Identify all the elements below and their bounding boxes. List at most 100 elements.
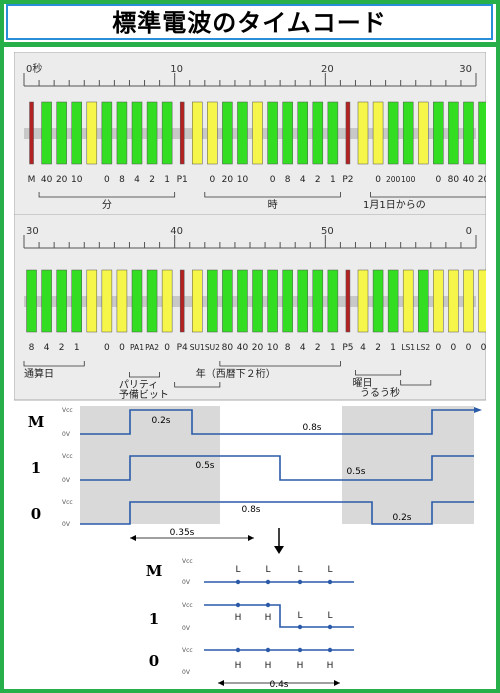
timeline-top-ruler: 0秒 10 20 30: [23, 62, 477, 87]
sample-point: [235, 647, 241, 653]
group-label: 分: [102, 199, 112, 211]
sample-level: H: [235, 613, 242, 623]
bit-label: 4: [134, 175, 140, 185]
timeline-bottom-bits: 8 4 2 1 0 0 PA1 PA2 0 P4 SU1 SU2 80 40 20 10 8 4 2 1 P5 4 2 1 LS…: [24, 269, 486, 353]
bit-data: [237, 101, 248, 165]
bit-label: 10: [71, 175, 83, 185]
bit-data: [312, 101, 324, 165]
sample-point: [235, 602, 241, 608]
group-bracket: [204, 192, 341, 198]
group-bracket: [400, 380, 432, 386]
bit-data: [252, 269, 263, 333]
bit-label: PA1: [130, 343, 144, 352]
ruler-label: 50: [321, 226, 334, 237]
duration-m-low: 0.8s: [302, 423, 321, 433]
sample-vcc-1: Vcc: [182, 602, 193, 609]
group-bracket: [219, 361, 341, 367]
bit-label: 1: [330, 175, 336, 185]
sample-level: H: [265, 661, 272, 671]
group-bracket: [174, 382, 221, 388]
group-label: 1月1日からの: [363, 199, 426, 211]
sample-level: L: [235, 565, 240, 575]
bit-fixed: [372, 101, 384, 165]
bit-data: [41, 269, 52, 333]
bit-marker: [345, 269, 351, 333]
zero-v-label-0: 0V: [62, 521, 71, 528]
bit-label: 100: [401, 175, 416, 184]
bit-label: 4: [300, 343, 306, 353]
bit-label: P5: [342, 343, 353, 353]
vcc-label-m: Vcc: [62, 407, 73, 414]
sample-vcc-0: Vcc: [182, 647, 193, 654]
bit-data: [448, 101, 459, 165]
sample-0v-1: 0V: [182, 625, 191, 632]
sample-point: [235, 579, 241, 585]
bit-data: [71, 269, 82, 333]
bit-data: [372, 269, 384, 333]
timeline-top-bits: M40201008421P10201008421P202001000804020…: [24, 101, 486, 185]
bit-data: [116, 101, 128, 165]
bit-fixed: [86, 269, 98, 333]
sample-level: H: [265, 613, 272, 623]
bit-label: P4: [177, 343, 188, 353]
bit-label: SU2: [205, 343, 220, 352]
bit-label: 20: [222, 175, 234, 185]
bit-label: 8: [285, 175, 291, 185]
duration-1-high: 0.5s: [195, 461, 214, 471]
bit-data: [146, 269, 158, 333]
vcc-label-0: Vcc: [62, 499, 73, 506]
signal-gray-bands: [80, 406, 474, 524]
bit-data: [433, 101, 444, 165]
bit-label: 40: [41, 175, 53, 185]
bit-label: 80: [222, 343, 234, 353]
sample-points: [235, 579, 333, 653]
ruler-label: 40: [170, 226, 183, 237]
group-label: うるう秒: [360, 386, 400, 399]
bit-label: 0: [375, 175, 381, 185]
duration-0-high: 0.8s: [241, 505, 260, 515]
timeline-top: 0秒 10 20 30 M 40 20 10 0 8 4 2 1 P1 0 20 10 0 8 4 2 1 P2 0 200 1…: [14, 52, 486, 232]
bit-label: 0: [104, 343, 110, 353]
bit-data: [222, 101, 233, 165]
bit-label: 2: [315, 343, 321, 353]
group-bracket: [129, 372, 160, 378]
bit-fixed: [463, 269, 474, 333]
sample-level: L: [297, 565, 302, 575]
bit-data: [267, 269, 278, 333]
group-label: 曜日: [352, 377, 372, 389]
bit-label: LS2: [416, 343, 430, 352]
bit-label: 0: [435, 175, 441, 185]
group-bracket: [370, 192, 486, 198]
bit-data: [282, 101, 293, 165]
bit-label: 20: [252, 343, 264, 353]
bit-data: [146, 101, 158, 165]
group-bracket: [355, 370, 402, 376]
sample-level: L: [327, 565, 332, 575]
ruler-label: 10: [170, 64, 183, 75]
bit-data: [71, 101, 82, 165]
bit-fixed: [478, 269, 486, 333]
bit-track: [24, 128, 476, 139]
bit-data: [222, 269, 233, 333]
bit-track: [24, 296, 476, 307]
bit-fixed: [116, 269, 128, 333]
bit-data: [131, 269, 143, 333]
waveform-m: [80, 409, 474, 435]
bit-data: [41, 101, 52, 165]
bit-label: 8: [29, 343, 35, 353]
bit-data: [478, 101, 486, 165]
ruler-label: 20: [321, 64, 334, 75]
sample-vcc-m: Vcc: [182, 558, 193, 565]
bit-data: [56, 101, 67, 165]
bit-label: 20: [478, 175, 486, 185]
bit-data: [101, 101, 113, 165]
bit-label: SU1: [190, 343, 205, 352]
bit-label: 4: [360, 343, 366, 353]
sample-level: H: [327, 661, 334, 671]
sample-point: [265, 602, 271, 608]
bit-label: 40: [463, 175, 475, 185]
sample-0v-0: 0V: [182, 669, 191, 676]
bit-label: 0: [119, 343, 125, 353]
bit-data: [387, 269, 399, 333]
